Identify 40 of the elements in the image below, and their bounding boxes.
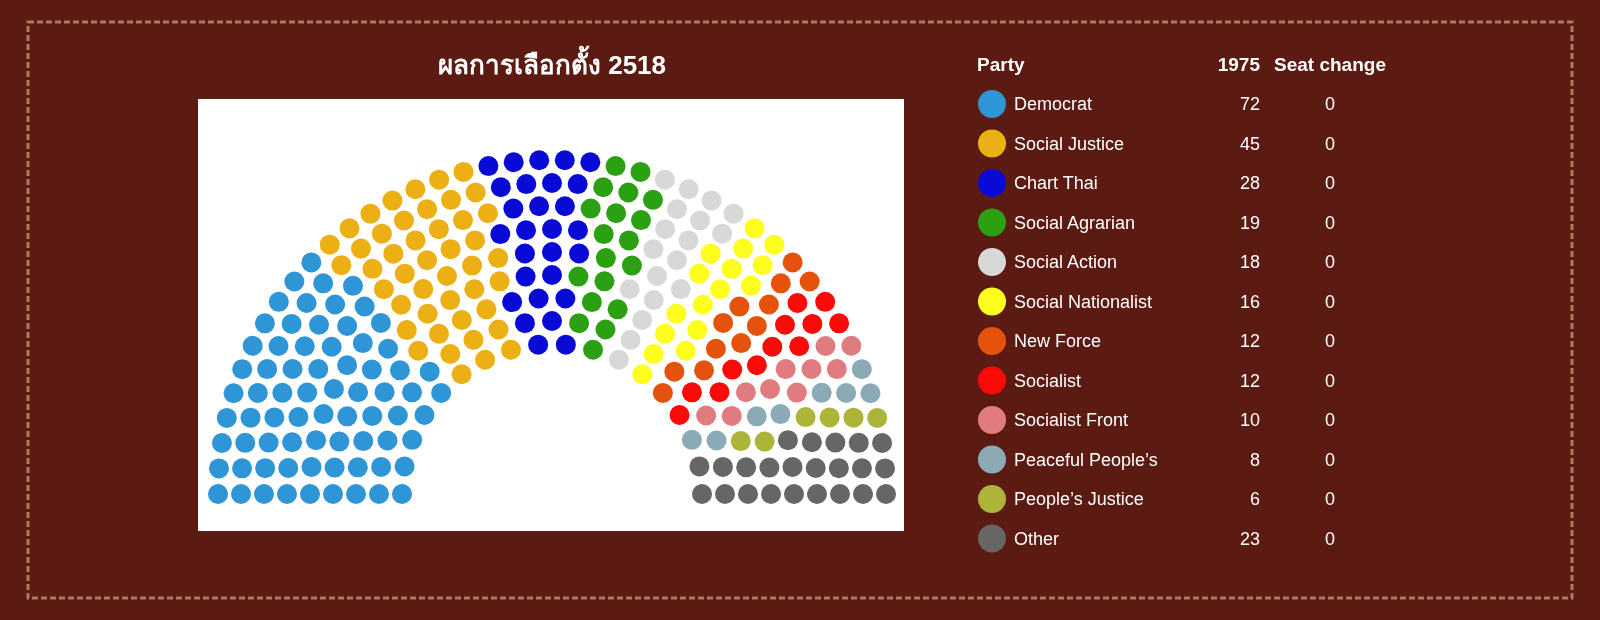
category-label: New Force (1014, 331, 1102, 351)
data-label: 0 (1324, 291, 1336, 312)
data-label: 0 (1324, 331, 1336, 351)
legend-title: Party (977, 54, 1025, 75)
text: ผลการเลือกตั้ง 2518 (437, 45, 667, 80)
data-label: 23 (1239, 528, 1260, 549)
data-label: 0 (1324, 370, 1336, 391)
data-label: 8 (1249, 449, 1260, 470)
data-label: 12 (1239, 370, 1260, 391)
category-label: People’s Justice (1014, 489, 1144, 509)
data-label: 0 (1324, 449, 1336, 470)
data-label: 72 (1239, 94, 1260, 114)
data-label: 19 (1239, 212, 1260, 233)
category-label: Social Justice (1014, 133, 1125, 154)
data-label: 0 (1324, 133, 1336, 154)
data-label: 0 (1324, 489, 1336, 509)
category-label: Socialist Front (1014, 410, 1129, 430)
data-label: 0 (1324, 94, 1336, 114)
data-label: 0 (1324, 410, 1336, 430)
text: Seat change (1274, 54, 1386, 75)
category-label: Chart Thai (1014, 173, 1098, 193)
category-label: Social Agrarian (1014, 212, 1136, 233)
data-label: 0 (1324, 212, 1336, 233)
category-label: Social Nationalist (1014, 291, 1153, 312)
data-label: 28 (1239, 173, 1260, 193)
category-label: Social Action (1014, 252, 1118, 272)
data-label: 18 (1239, 252, 1260, 272)
data-label: 0 (1324, 252, 1336, 272)
data-label: 0 (1324, 528, 1336, 549)
data-label: 0 (1324, 173, 1336, 193)
data-label: 16 (1239, 291, 1260, 312)
category-label: Democrat (1014, 94, 1093, 114)
data-label: 45 (1239, 133, 1260, 154)
category-label: Other (1014, 528, 1060, 549)
data-label: 12 (1239, 331, 1260, 351)
category-label: Socialist (1014, 370, 1082, 391)
data-label: 6 (1249, 489, 1260, 509)
text: 1975 (1217, 54, 1261, 75)
category-label: Peaceful People’s (1014, 449, 1158, 470)
data-label: 10 (1239, 410, 1260, 430)
